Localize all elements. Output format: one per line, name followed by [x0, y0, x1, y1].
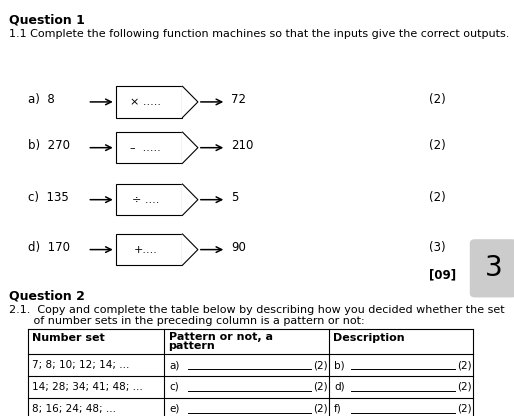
Text: 2.1.  Copy and complete the table below by describing how you decided whether th: 2.1. Copy and complete the table below b… — [9, 305, 505, 314]
Text: of number sets in the preceding column is a pattern or not:: of number sets in the preceding column i… — [9, 316, 365, 326]
Text: 72: 72 — [231, 93, 246, 106]
Text: 1.1 Complete the following function machines so that the inputs give the correct: 1.1 Complete the following function mach… — [9, 29, 509, 39]
Text: × .....: × ..... — [130, 97, 161, 107]
Text: Number set: Number set — [32, 333, 105, 343]
Polygon shape — [182, 132, 198, 163]
Text: +....: +.... — [134, 245, 158, 255]
Text: f): f) — [334, 404, 342, 414]
Text: ÷ ....: ÷ .... — [132, 195, 159, 205]
Text: 5: 5 — [231, 191, 238, 204]
Text: (2): (2) — [429, 139, 446, 152]
Text: pattern: pattern — [169, 341, 215, 351]
Bar — [116, 184, 182, 215]
Text: a): a) — [170, 360, 180, 370]
Text: –  .....: – ..... — [131, 143, 161, 153]
Text: 210: 210 — [231, 139, 254, 152]
Text: b)  270: b) 270 — [28, 139, 70, 152]
Text: (2): (2) — [457, 382, 472, 392]
Bar — [116, 234, 182, 265]
Text: (2): (2) — [429, 93, 446, 106]
Polygon shape — [182, 184, 198, 215]
Text: (3): (3) — [429, 241, 446, 254]
Text: e): e) — [170, 404, 180, 414]
Text: (2): (2) — [314, 360, 328, 370]
Bar — [116, 86, 182, 117]
Text: d): d) — [334, 382, 345, 392]
Text: Pattern or not, a: Pattern or not, a — [169, 332, 272, 342]
Text: a)  8: a) 8 — [28, 93, 55, 106]
FancyBboxPatch shape — [470, 239, 514, 297]
Text: Question 1: Question 1 — [9, 13, 85, 26]
Bar — [116, 132, 182, 163]
Text: (2): (2) — [314, 404, 328, 414]
Text: b): b) — [334, 360, 345, 370]
Text: 3: 3 — [485, 254, 502, 282]
Text: 14; 28; 34; 41; 48; ...: 14; 28; 34; 41; 48; ... — [32, 382, 143, 392]
Text: 7; 8; 10; 12; 14; ...: 7; 8; 10; 12; 14; ... — [32, 360, 130, 370]
Text: 8; 16; 24; 48; ...: 8; 16; 24; 48; ... — [32, 404, 116, 414]
Text: (2): (2) — [457, 360, 472, 370]
Text: Question 2: Question 2 — [9, 289, 85, 302]
Polygon shape — [182, 234, 198, 265]
Text: c): c) — [170, 382, 179, 392]
Polygon shape — [182, 86, 198, 117]
Text: (2): (2) — [314, 382, 328, 392]
Text: (2): (2) — [457, 404, 472, 414]
Text: d)  170: d) 170 — [28, 241, 70, 254]
Text: 90: 90 — [231, 241, 246, 254]
Text: (2): (2) — [429, 191, 446, 204]
Text: [09]: [09] — [429, 269, 456, 282]
Text: Description: Description — [333, 333, 405, 343]
Text: c)  135: c) 135 — [28, 191, 69, 204]
